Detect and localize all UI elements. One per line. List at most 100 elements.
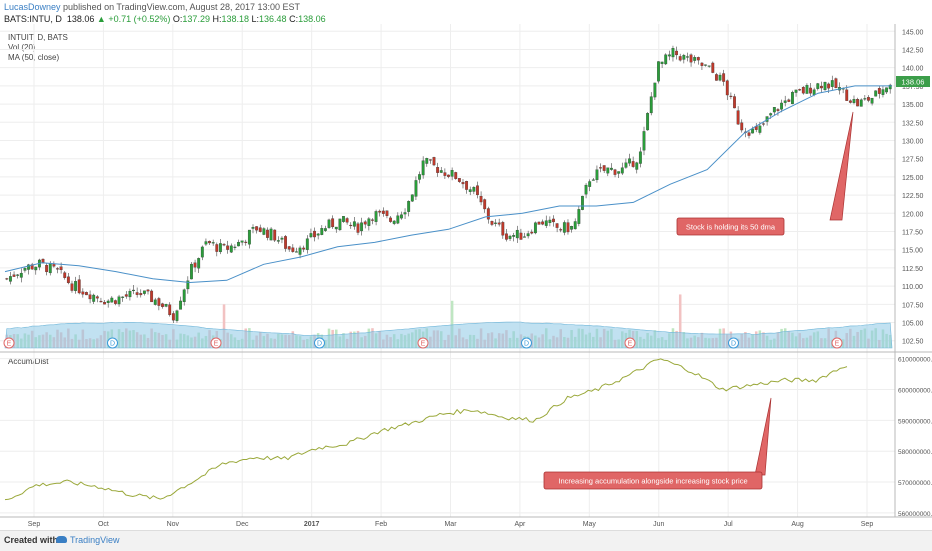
candle-body <box>874 90 878 97</box>
price-tick-label: 107.50 <box>902 302 924 309</box>
candle-body <box>266 229 269 238</box>
candle-body <box>139 293 143 296</box>
accum-annotation-box[interactable] <box>543 471 763 490</box>
candle-body <box>450 170 454 177</box>
candle-body <box>867 97 870 101</box>
candle-body <box>881 89 885 95</box>
candle-body <box>381 210 385 214</box>
price-annotation-box[interactable] <box>676 217 785 236</box>
up-arrow-icon: ▲ <box>96 14 106 24</box>
candle-body <box>200 246 204 258</box>
earnings-marker <box>831 337 843 349</box>
candle-body <box>208 241 211 244</box>
candle-body <box>780 102 783 110</box>
candle-body <box>678 56 682 61</box>
candle-body <box>103 301 106 305</box>
price-tick-label: 115.00 <box>902 248 923 255</box>
price-tick-label: 132.50 <box>902 120 924 127</box>
earnings-marker <box>624 337 636 349</box>
price-tick-label: 112.50 <box>902 266 923 273</box>
candle-body <box>610 167 613 170</box>
price-axis[interactable]: 145.00 142.50 140.00 137.50 135.00 132.50 130.… <box>902 29 924 345</box>
tradingview-brand-link[interactable]: TradingView <box>70 535 120 545</box>
candle-body <box>888 84 892 90</box>
candle-body <box>439 170 443 173</box>
candle-body <box>171 313 175 321</box>
candle-body <box>526 233 530 237</box>
candle-body <box>175 310 179 321</box>
candle-body <box>848 100 852 103</box>
candle-body <box>693 57 697 61</box>
candle-body <box>295 251 298 253</box>
price-badge-bg <box>896 76 930 87</box>
candle-body <box>859 99 863 107</box>
candle-body <box>298 247 302 255</box>
close-label: C: <box>289 14 299 24</box>
candle-body <box>349 224 353 227</box>
candle-body <box>686 56 689 58</box>
high-label: H: <box>212 14 222 24</box>
candle-body <box>787 99 791 102</box>
candle-body <box>624 162 628 168</box>
candle-body <box>733 96 736 109</box>
accum-legend[interactable]: Accum/Dist <box>8 357 49 366</box>
candle-body <box>425 158 429 164</box>
marker-label: E <box>7 341 12 348</box>
candle-body <box>291 247 295 252</box>
candle-body <box>258 227 262 232</box>
candle-body <box>682 54 686 60</box>
open-label: O: <box>172 14 183 24</box>
vol-legend[interactable]: Vol (20) <box>8 43 36 52</box>
accum-annotation-pointer <box>754 397 772 476</box>
candle-body <box>150 290 154 303</box>
candle-body <box>863 98 867 100</box>
candle-body <box>269 228 273 241</box>
candle-body <box>747 132 751 136</box>
candle-body <box>620 167 624 174</box>
candle-body <box>360 222 364 232</box>
volume-bar <box>222 304 226 348</box>
volume-ma-area <box>4 321 893 349</box>
candle-body <box>237 241 240 247</box>
candle-body <box>164 304 168 307</box>
candle-body <box>870 97 874 104</box>
candle-body <box>117 296 121 305</box>
candle-body <box>23 268 27 271</box>
candle-body <box>247 229 251 245</box>
accum-axis[interactable]: 610000000.0000 600000000.0000 590000000.00… <box>898 357 932 518</box>
candle-body <box>284 236 287 249</box>
candle-body <box>718 74 722 81</box>
candle-body <box>646 113 650 131</box>
candle-body <box>798 89 802 91</box>
candle-body <box>704 64 707 66</box>
author-link[interactable]: LucasDowney <box>4 2 61 12</box>
candle-body <box>374 211 378 222</box>
last-price: 138.06 <box>66 14 95 24</box>
candle-body <box>81 291 85 295</box>
volume-bar <box>678 294 682 348</box>
candle-body <box>559 229 563 231</box>
tradingview-cloud-icon <box>56 536 67 543</box>
candle-body <box>823 81 827 91</box>
marker-label: D <box>317 341 322 348</box>
candle-body <box>494 222 497 224</box>
candle-body <box>588 181 592 187</box>
candle-body <box>490 221 494 225</box>
candle-body <box>161 303 164 307</box>
candle-body <box>819 85 823 89</box>
candle-body <box>193 262 197 268</box>
candle-body <box>244 241 248 243</box>
candle-body <box>664 54 668 65</box>
chart-canvas[interactable]: E D E D E D E D E 145.00 142.50 140.00 137.50 135.00… <box>0 0 932 530</box>
time-axis[interactable]: Sep Oct Nov Dec 2017 Feb Mar Apr May Jun Jul Aug Sep <box>28 521 874 528</box>
accum-tick-label: 610000000.0000 <box>898 357 932 364</box>
candle-body <box>566 222 570 233</box>
candle-body <box>671 48 675 58</box>
candle-body <box>309 233 313 238</box>
accum-tick-label: 600000000.0000 <box>898 387 932 394</box>
candle-body <box>385 210 389 216</box>
marker-label: D <box>110 341 115 348</box>
candle-body <box>320 228 324 235</box>
candle-body <box>338 218 342 231</box>
